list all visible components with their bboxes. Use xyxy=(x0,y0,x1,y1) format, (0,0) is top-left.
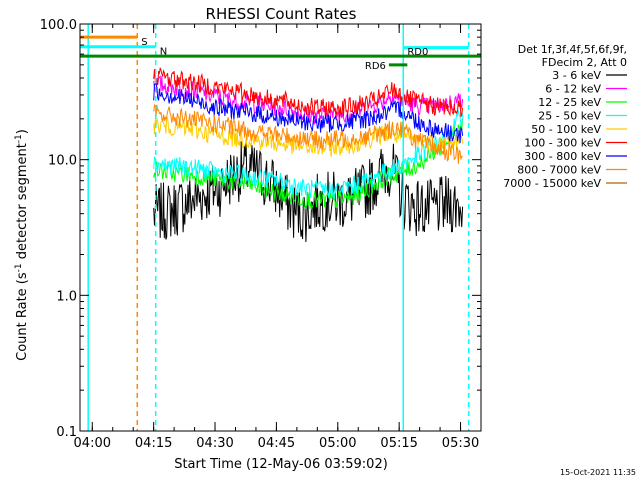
y-axis-label-sup1: -1 xyxy=(14,263,24,272)
legend-label-2: 12 - 25 keV xyxy=(538,96,601,109)
x-tick-label: 05:00 xyxy=(319,436,356,451)
legend-header-line: Det 1f,3f,4f,5f,6f,9f, xyxy=(518,43,627,56)
x-tick-label: 04:45 xyxy=(258,436,295,451)
y-tick-label: 10.0 xyxy=(48,154,77,169)
attenuator-state-bars: S N RD0 RD6 xyxy=(80,35,481,72)
series-line-1 xyxy=(153,74,464,125)
state-bar-label-rd6: RD6 xyxy=(365,61,386,72)
plot-frame xyxy=(79,23,482,432)
chart-title: RHESSI Count Rates xyxy=(206,5,357,23)
vertical-markers xyxy=(87,24,470,431)
series-line-4 xyxy=(153,116,464,157)
state-bar-label-rd0: RD0 xyxy=(407,47,428,58)
legend-label-4: 50 - 100 keV xyxy=(531,123,601,136)
footer-timestamp: 15-Oct-2021 11:35 xyxy=(560,468,636,477)
state-bar-label-n: N xyxy=(160,47,167,58)
y-axis-label-mid: detector segment xyxy=(15,143,30,263)
x-tick-label: 05:15 xyxy=(380,436,417,451)
legend-label-5: 100 - 300 keV xyxy=(524,137,601,150)
series-line-5 xyxy=(153,66,464,118)
series-line-6 xyxy=(153,83,464,144)
series-line-3 xyxy=(153,110,464,200)
series-line-7 xyxy=(153,103,463,164)
x-tick-label: 04:30 xyxy=(196,436,233,451)
y-axis-label-main: Count Rate (s xyxy=(15,272,30,361)
series-layer xyxy=(153,66,464,243)
x-tick-label: 04:15 xyxy=(135,436,172,451)
state-bar-label-s: S xyxy=(141,37,147,48)
legend: Det 1f,3f,4f,5f,6f,9f,FDecim 2, Att 03 -… xyxy=(503,43,627,190)
legend-label-0: 3 - 6 keV xyxy=(552,69,601,82)
x-axis-label: Start Time (12-May-06 03:59:02) xyxy=(174,457,388,472)
legend-header-line: FDecim 2, Att 0 xyxy=(542,56,627,69)
y-axis-label: Count Rate (s-1 detector segment-1) xyxy=(14,129,30,361)
x-tick-label: 04:00 xyxy=(74,436,111,451)
legend-label-6: 300 - 800 keV xyxy=(524,150,601,163)
y-tick-label: 100.0 xyxy=(40,18,77,33)
y-axis-label-end: ) xyxy=(15,129,30,134)
x-tick-label: 05:30 xyxy=(442,436,479,451)
legend-label-7: 800 - 7000 keV xyxy=(517,164,601,177)
plot-axes: 0.1 1.0 10.0 100.0 04:00 04:15 04:30 04:45 05:00… xyxy=(40,18,482,451)
legend-label-3: 25 - 50 keV xyxy=(538,110,601,123)
y-tick-label: 1.0 xyxy=(56,289,77,304)
y-axis-label-sup2: -1 xyxy=(14,134,24,143)
legend-label-1: 6 - 12 keV xyxy=(545,83,601,96)
legend-label-8: 7000 - 15000 keV xyxy=(503,177,601,190)
y-tick-label: 0.1 xyxy=(56,425,77,440)
